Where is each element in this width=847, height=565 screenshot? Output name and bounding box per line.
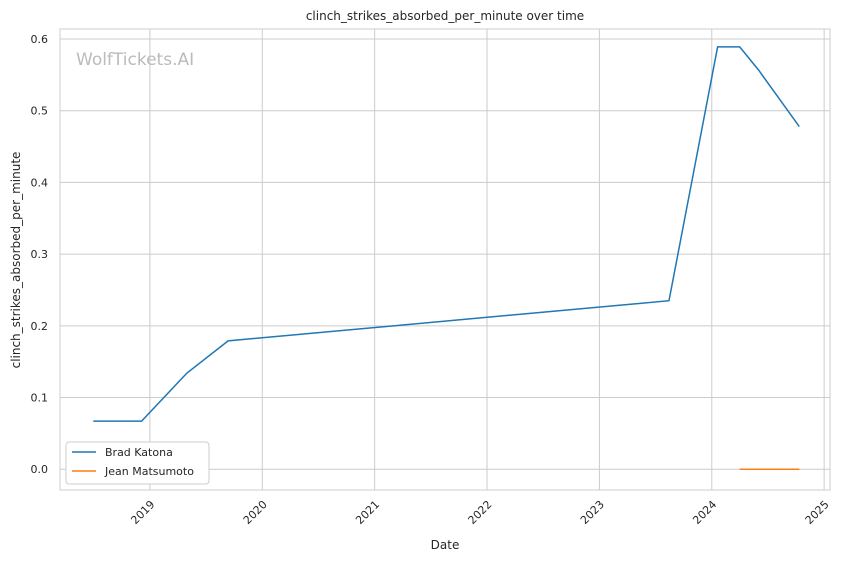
y-tick-label: 0.2 [31,320,49,333]
y-tick-label: 0.0 [31,463,49,476]
series-line-0 [93,46,800,422]
legend-label-brad: Brad Katona [105,446,173,459]
x-tick-label: 2025 [803,498,832,527]
chart-title: clinch_strikes_absorbed_per_minute over … [306,9,584,23]
plot-frame [59,28,831,491]
x-tick-label: 2024 [690,498,719,527]
y-tick-label: 0.5 [31,105,49,118]
x-tick-label: 2023 [578,498,607,527]
watermark: WolfTickets.AI [76,50,194,70]
legend: Brad Katona Jean Matsumoto [65,441,210,485]
y-tick-label: 0.3 [31,248,49,261]
y-tick-label: 0.4 [31,176,49,189]
legend-label-jean: Jean Matsumoto [104,465,194,478]
x-tick-label: 2022 [466,498,495,527]
x-axis-label: Date [431,538,460,552]
y-tick-label: 0.1 [31,392,49,405]
x-tick-label: 2019 [128,498,157,527]
y-axis-label: clinch_strikes_absorbed_per_minute [9,152,23,369]
y-tick-label: 0.6 [31,33,49,46]
x-tick-label: 2020 [241,498,270,527]
x-tick-label: 2021 [353,498,382,527]
